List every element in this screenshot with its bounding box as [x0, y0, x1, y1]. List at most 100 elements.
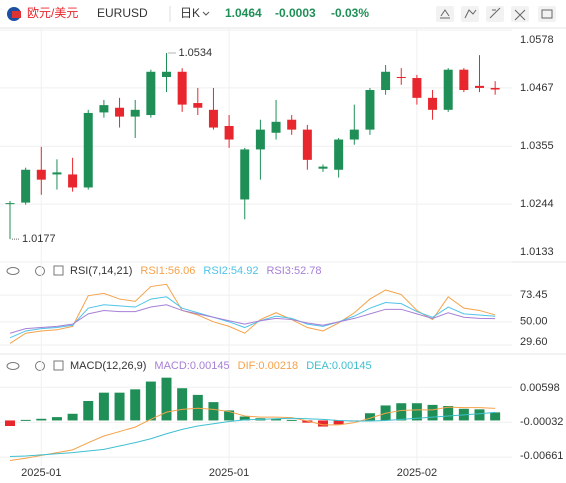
tool-button[interactable] [511, 6, 529, 22]
macd-bar [67, 413, 78, 421]
candle-body [443, 69, 453, 110]
tool-icon [489, 7, 501, 19]
indicator-line [9, 283, 496, 344]
legend-entry: RSI3:52.78 [266, 265, 321, 277]
macd-bar [286, 419, 297, 421]
candle-body [365, 90, 375, 130]
candle-body [271, 121, 281, 133]
tool-button[interactable] [436, 6, 454, 22]
indicator-title: RSI(7,14,21) [70, 265, 132, 277]
macd-bar [98, 392, 109, 421]
candle-body [381, 71, 391, 91]
gear-icon[interactable] [35, 361, 45, 371]
macd-bar [114, 392, 125, 421]
period[interactable]: 日K [180, 6, 200, 20]
macd-bar [474, 409, 485, 421]
macd-bar [396, 403, 407, 421]
candle-body [396, 76, 406, 79]
tool-icon [514, 9, 526, 21]
candle-body [302, 129, 312, 160]
candle-body [162, 71, 171, 77]
candle-body [334, 139, 344, 170]
macd-bar [239, 416, 250, 421]
eye-icon[interactable] [6, 267, 20, 275]
y-tick-label: -0.00661 [520, 450, 563, 462]
indicator-line [9, 411, 496, 458]
legend-entry: DEA:0.00145 [306, 360, 371, 372]
tool-button[interactable] [486, 6, 504, 22]
y-tick-label: 73.45 [520, 289, 548, 301]
candle-body [146, 71, 156, 116]
toolbar [436, 6, 556, 22]
macd-bar [36, 418, 47, 421]
legend-entry: MACD:0.00145 [154, 360, 229, 372]
candle-body [99, 105, 109, 113]
gear-icon[interactable] [35, 266, 45, 276]
candle-body [349, 129, 359, 140]
panel-icons [6, 265, 64, 371]
high-label: 1.0534 [179, 47, 213, 59]
header: 欧元/美元 EURUSD 日K 1.0464 -0.0003 -0.03% [7, 6, 556, 22]
candle-body [21, 169, 31, 203]
symbol: EURUSD [97, 6, 148, 20]
macd-bar [318, 420, 328, 427]
tool-button[interactable] [538, 6, 556, 22]
candle-body [428, 97, 438, 110]
indicator-line [9, 304, 496, 334]
candle-body [240, 149, 250, 200]
legend-entry: RSI2:54.92 [203, 265, 258, 277]
macd-bar [224, 410, 235, 421]
macd-bar [83, 401, 94, 421]
candle-body [475, 85, 484, 88]
macd-bar [51, 417, 62, 421]
change: -0.0003 [275, 6, 316, 20]
tool-button[interactable] [461, 6, 479, 22]
macd-bar [177, 388, 188, 421]
macd-bar [443, 406, 454, 421]
indicator-line [9, 406, 496, 461]
checkbox[interactable] [53, 360, 64, 371]
candle-body [68, 174, 78, 188]
checkbox[interactable] [53, 265, 64, 276]
macd-bar [364, 413, 375, 421]
macd-bar [130, 389, 141, 421]
candle-body [287, 119, 297, 130]
macd-bar [333, 420, 344, 425]
legend-entry: RSI1:56.06 [140, 265, 195, 277]
candle-body [177, 71, 187, 105]
macd-bar [161, 377, 172, 421]
candle-body [52, 172, 62, 175]
macd-bar [208, 402, 219, 421]
macd-bar [192, 394, 203, 421]
low-label: 1.0177 [22, 233, 56, 245]
y-tick-label: 0.00598 [520, 382, 560, 394]
change-pct: -0.03% [331, 6, 369, 20]
y-tick-label: 1.0244 [520, 198, 554, 210]
candle-body [208, 109, 218, 128]
candle-body [130, 109, 140, 117]
candle-body [5, 203, 15, 205]
x-tick-label: 2025-02 [397, 467, 437, 479]
candle-body [490, 87, 500, 90]
macd-bar [490, 412, 501, 421]
x-tick-label: 2025-01 [209, 467, 249, 479]
tool-icon [541, 9, 553, 19]
candle-body [115, 107, 125, 117]
eye-icon[interactable] [6, 362, 20, 370]
y-tick-label: -0.00032 [520, 416, 563, 428]
y-tick-label: 1.0133 [520, 246, 554, 258]
candle-body [36, 169, 46, 180]
candle-body [193, 103, 203, 108]
macd-bar [5, 420, 15, 426]
price: 1.0464 [225, 6, 262, 20]
y-tick-label: 1.0578 [520, 34, 554, 46]
macd-bar [20, 419, 31, 421]
macd-bar [411, 403, 422, 421]
y-tick-label: 1.0355 [520, 140, 554, 152]
candle-body [83, 112, 93, 188]
symbol-name: 欧元/美元 [27, 6, 78, 20]
x-tick-label: 2025-01 [21, 467, 61, 479]
dropdown-icon[interactable] [202, 11, 210, 16]
y-tick-label: 50.00 [520, 316, 548, 328]
